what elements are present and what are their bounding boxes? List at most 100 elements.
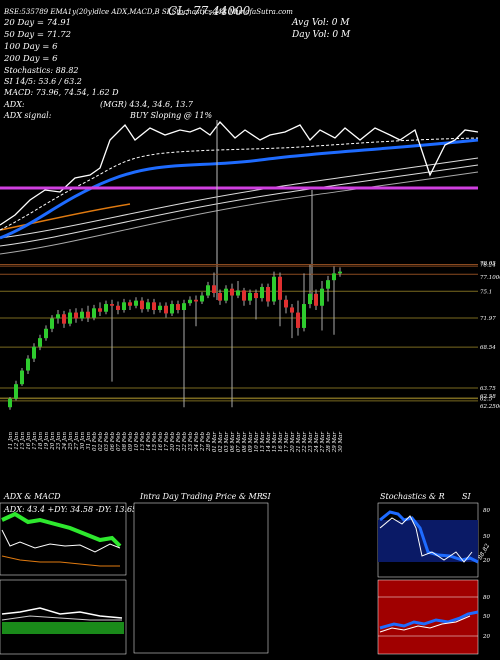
date-label: 16 Feb [158,432,164,452]
ema-20-line [0,137,479,231]
candle-body [290,307,294,313]
candle-body [134,300,138,306]
date-label: 20 Feb [170,432,176,453]
candle-body [8,398,12,408]
date-label: 24 Feb [194,432,200,453]
candle-body [74,312,78,319]
date-label: 03 Mar [224,432,230,453]
candle-body [266,286,270,302]
date-label: 09 Mar [248,432,254,453]
date-label: 08 Mar [242,432,248,453]
date-label: 21 Feb [176,432,182,453]
date-label: 15 Feb [152,432,158,452]
price-label: 62.25000 [480,404,500,410]
day-volume: Day Vol: 0 M [291,30,351,40]
price-label: 78.24 [480,262,496,268]
buy-signal: BUY Sloping @ 11% [129,111,213,120]
date-label: 23 Mar [308,432,314,454]
candle-body [68,312,72,324]
candle-body [314,293,318,306]
stoch-d-line [379,515,473,563]
stoch-tick: 20 [482,558,490,564]
date-label: 16 Jan [26,432,32,450]
candle-body [182,303,186,311]
candle-body [194,299,198,302]
candle-body [128,302,132,306]
candle-body [32,346,36,359]
candle-body [188,299,192,304]
si-axis: 80 50 20 [482,595,490,640]
stoch-axis: 80 50 20 [482,508,490,564]
minus-di-line [1,555,120,567]
date-label: 03 Feb [104,432,110,452]
intraday-panel: Intra Day Trading Price & MR SI [133,492,271,654]
candle-body [218,292,222,301]
candle-body [56,314,60,319]
candle-body [92,308,96,318]
stoch-band [378,520,478,562]
adx-label: ADX: [3,100,25,109]
adx-macd-panel: ADX & MACD ADX: 43.4 +DY: 34.58 -DY: 13.… [0,492,137,655]
candle-body [248,292,252,301]
candle-body [320,288,324,306]
candle-body [26,358,30,371]
candle-body [200,295,204,302]
stoch-panel-title: Stochastics & R [380,492,445,501]
adx-mgr: (MGR) 43.4, 34.6, 13.7 [100,100,194,109]
candle-body [206,285,210,296]
candle-body [212,285,216,293]
date-label: 12 Jan [14,432,20,450]
price-label: 77.10000 [480,275,500,281]
candle-body [122,302,126,311]
date-label: 29 Mar [332,432,338,454]
candle-body [296,312,300,328]
date-label: 22 Feb [182,432,188,453]
date-label: 13 Mar [260,432,266,453]
date-label: 24 Mar [314,432,320,454]
candle-body [164,305,168,314]
ema200-value: 200 Day = 6 [3,54,58,64]
date-label: 21 Mar [296,432,302,454]
candle-body [80,311,84,319]
date-label: 07 Mar [236,432,242,453]
header: BSE:535789 EMA1y(20y)dlce ADX,MACD,B SI,… [3,4,351,120]
stoch-tick: 80 [483,508,490,514]
candlestick-series [8,264,342,410]
candle-body [236,290,240,296]
date-label: 30 Mar [338,432,344,453]
candle-body [176,304,180,311]
price-label: 63.75 [480,386,496,392]
si-tick: 80 [483,595,490,601]
price-label: 78.05 [480,261,496,267]
price-label: 71.97 [480,316,496,322]
plus-di-line [1,511,122,548]
stoch-k-line [379,510,479,564]
date-label: 28 Feb [206,432,212,453]
date-label: 27 Jan [74,432,80,451]
candle-body [44,328,48,339]
candle-body [224,288,228,301]
date-label: 14 Feb [146,432,152,452]
adx-signal-label: ADX signal: [3,111,52,120]
date-label: 02 Feb [98,432,104,452]
date-label: 27 Feb [200,432,206,453]
date-label: 18 Jan [38,432,44,450]
si-signal-line [379,615,471,633]
ema-100-line [0,203,131,231]
stoch-value: Stochastics: 88.82 [4,66,79,75]
candle-body [338,271,342,274]
date-label: 08 Feb [122,432,128,452]
si-line [379,610,479,630]
candle-body [332,273,336,281]
intraday-title: Intra Day Trading Price & MR [139,492,263,501]
candle-body [140,300,144,310]
candle-body [50,318,54,329]
date-label: 25 Jan [68,432,74,451]
date-label: 30 Jan [80,432,86,450]
date-label: 31 Jan [86,432,92,450]
ema20-value: 20 Day = 74.91 [3,18,71,28]
date-label: 16 Mar [278,432,284,453]
date-label: 24 Jan [62,432,68,451]
